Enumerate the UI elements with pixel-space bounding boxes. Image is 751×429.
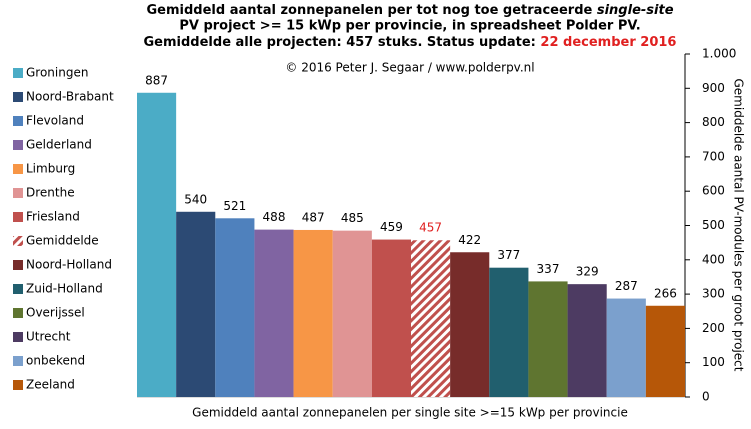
legend-label: Noord-Brabant: [26, 90, 114, 104]
value-label: 287: [615, 279, 638, 293]
legend-label: Zuid-Holland: [26, 282, 103, 296]
bar: [254, 229, 294, 397]
value-label: 266: [654, 286, 677, 300]
value-label: 337: [537, 262, 560, 276]
legend-label: Drenthe: [26, 186, 75, 200]
x-axis-label: Gemiddeld aantal zonnepanelen per single…: [192, 406, 628, 420]
legend-label: onbekend: [26, 354, 85, 368]
y-tick-label: 800: [702, 115, 725, 129]
y-tick-label: 500: [702, 218, 725, 232]
value-label: 487: [302, 210, 325, 224]
chart-title-line3: Gemiddelde alle projecten: 457 stuks. St…: [144, 35, 677, 50]
legend-swatch: [13, 236, 23, 246]
value-label: 422: [458, 233, 481, 247]
value-label: 459: [380, 220, 403, 234]
value-label: 377: [497, 248, 520, 262]
bar: [528, 281, 568, 397]
legend-label: Flevoland: [26, 114, 84, 128]
legend-label: Utrecht: [26, 330, 71, 344]
legend-swatch: [13, 164, 23, 174]
y-tick-label: 700: [702, 149, 725, 163]
y-tick-label: 600: [702, 184, 725, 198]
title-part: Gemiddeld aantal zonnepanelen per tot no…: [146, 3, 596, 18]
bar: [332, 230, 372, 397]
legend-swatch: [13, 212, 23, 222]
legend-label: Noord-Holland: [26, 258, 112, 272]
y-tick-label: 300: [702, 287, 725, 301]
value-label: 485: [341, 211, 364, 225]
bar: [371, 239, 411, 397]
legend-label: Groningen: [26, 66, 88, 80]
legend-swatch: [13, 380, 23, 390]
value-label: 887: [145, 73, 168, 87]
legend-swatch: [13, 260, 23, 270]
bar: [450, 252, 490, 397]
value-label: 329: [576, 265, 599, 279]
chart-title-line1: Gemiddeld aantal zonnepanelen per tot no…: [146, 3, 673, 18]
y-tick-label: 900: [702, 81, 725, 95]
legend-label: Gemiddelde: [26, 234, 99, 248]
bar: [293, 229, 333, 397]
legend-swatch: [13, 332, 23, 342]
bar: [176, 211, 216, 397]
chart-title-line2: PV project >= 15 kWp per provincie, in s…: [179, 19, 640, 34]
legend-label: Overijssel: [26, 306, 85, 320]
title-date: 22 december 2016: [540, 35, 676, 50]
bar: [489, 267, 529, 397]
value-label: 521: [223, 199, 246, 213]
value-label: 540: [184, 192, 207, 206]
legend-swatch: [13, 116, 23, 126]
title-part: single-site: [597, 3, 674, 18]
value-label: 488: [263, 210, 286, 224]
legend-label: Zeeland: [26, 378, 75, 392]
bar: [606, 298, 646, 397]
legend-swatch: [13, 68, 23, 78]
value-label: 457: [419, 221, 442, 235]
y-tick-label: 1.000: [702, 47, 736, 61]
legend-swatch: [13, 356, 23, 366]
y-tick-label: 200: [702, 321, 725, 335]
legend-label: Friesland: [26, 210, 80, 224]
legend-label: Limburg: [26, 162, 75, 176]
legend-swatch: [13, 284, 23, 294]
y-tick-label: 100: [702, 355, 725, 369]
legend-swatch: [13, 188, 23, 198]
annotation: © 2016 Peter J. Segaar / www.polderpv.nl: [285, 61, 534, 75]
y-tick-label: 400: [702, 252, 725, 266]
bar: [215, 218, 255, 397]
legend-label: Gelderland: [26, 138, 92, 152]
y-tick-label: 0: [702, 390, 710, 404]
title-part: Gemiddelde alle projecten: 457 stuks. St…: [144, 35, 541, 50]
y-axis-label: Gemiddelde aantal PV-modules per groot p…: [732, 79, 746, 372]
bar: [137, 92, 177, 397]
legend-swatch: [13, 308, 23, 318]
bar: [567, 284, 607, 397]
legend-swatch: [13, 140, 23, 150]
bar: [645, 305, 685, 397]
legend-swatch: [13, 92, 23, 102]
bar: [411, 240, 451, 397]
